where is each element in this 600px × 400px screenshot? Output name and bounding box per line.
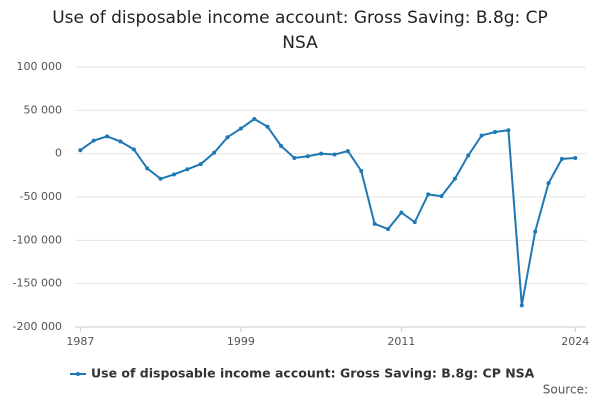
data-point (305, 154, 310, 159)
data-point (212, 150, 217, 155)
data-point (412, 220, 417, 225)
x-tick-label: 1987 (66, 335, 94, 348)
data-point (292, 156, 297, 160)
y-tick-label: -100 000 (13, 233, 62, 246)
x-tick-label: 1999 (227, 335, 255, 348)
legend-label: Use of disposable income account: Gross … (91, 366, 535, 381)
data-point (279, 143, 284, 148)
data-point (252, 117, 257, 121)
data-point (573, 156, 578, 160)
data-point (506, 128, 511, 133)
data-point (225, 135, 230, 140)
series-line (79, 117, 576, 306)
data-point (546, 181, 551, 186)
x-tick-label: 2024 (561, 335, 589, 348)
y-tick-label: -150 000 (13, 277, 62, 290)
data-point (426, 192, 431, 197)
data-point (265, 124, 270, 129)
data-point (439, 194, 444, 199)
data-point (493, 130, 498, 134)
data-point (118, 139, 123, 144)
x-tick-label: 2011 (387, 335, 415, 348)
data-point (319, 151, 324, 156)
legend-marker (76, 372, 80, 376)
data-point (466, 153, 471, 158)
y-tick-label: 100 000 (17, 60, 63, 73)
data-point (452, 176, 457, 181)
data-point (158, 176, 163, 181)
data-point (386, 227, 391, 232)
data-point (533, 229, 538, 234)
data-point (332, 152, 337, 157)
data-point (78, 148, 83, 153)
chart-title: Use of disposable income account: Gross … (52, 8, 548, 53)
data-point (559, 156, 564, 161)
data-point (91, 138, 96, 143)
data-point (359, 169, 364, 173)
data-point (345, 149, 350, 154)
data-point (198, 162, 203, 167)
y-tick-label: 50 000 (24, 103, 63, 116)
source: Source: (543, 383, 588, 397)
data-point (372, 221, 377, 226)
y-tick-label: -50 000 (20, 190, 62, 203)
data-point (399, 210, 404, 215)
data-point (238, 126, 243, 131)
data-point (131, 147, 136, 152)
data-point (185, 167, 190, 172)
data-point (519, 303, 524, 308)
y-tick-label: -200 000 (13, 320, 62, 333)
data-point (145, 166, 150, 171)
y-tick-label: 0 (55, 147, 62, 160)
data-point (479, 133, 484, 138)
data-point (105, 134, 110, 139)
data-point (171, 172, 176, 177)
